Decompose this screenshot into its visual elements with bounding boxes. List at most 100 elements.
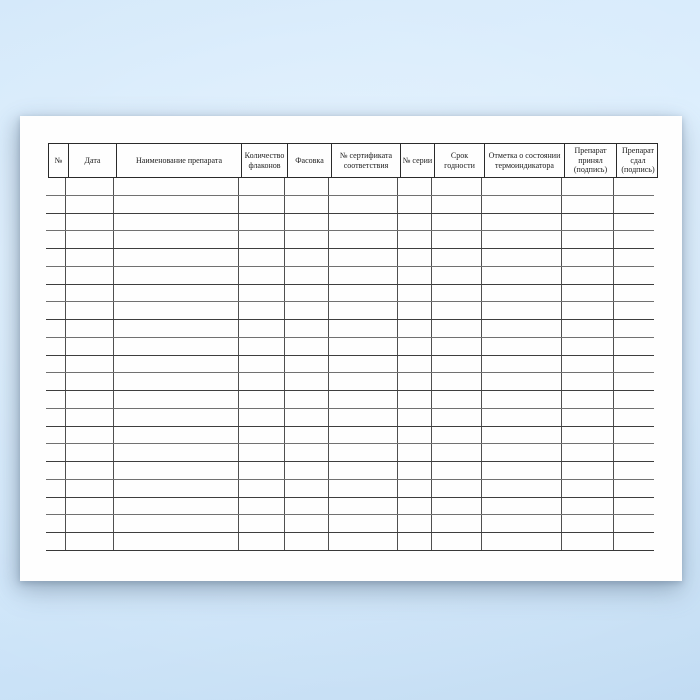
table-cell xyxy=(285,444,329,461)
table-cell xyxy=(329,266,398,284)
table-cell xyxy=(46,462,66,479)
table-cell xyxy=(482,266,562,284)
table-cell xyxy=(239,249,285,266)
table-cell xyxy=(329,249,398,266)
table-cell xyxy=(285,213,329,231)
table-cell xyxy=(329,408,398,426)
table-cell xyxy=(46,195,66,213)
table-cell xyxy=(114,178,239,195)
table-cell xyxy=(398,337,432,355)
table-row xyxy=(46,249,654,267)
table-cell xyxy=(614,444,654,461)
table-cell xyxy=(432,178,482,195)
table-cell xyxy=(398,231,432,248)
table-cell xyxy=(285,408,329,426)
table-cell xyxy=(46,266,66,284)
table-cell xyxy=(285,533,329,550)
table-cell xyxy=(46,373,66,390)
table-row xyxy=(46,302,654,320)
table-cell xyxy=(329,231,398,248)
table-cell xyxy=(46,178,66,195)
table-cell xyxy=(432,266,482,284)
table-cell xyxy=(398,195,432,213)
table-cell xyxy=(285,195,329,213)
table-cell xyxy=(432,213,482,231)
table-cell xyxy=(398,302,432,319)
table-cell xyxy=(562,479,614,497)
table-cell xyxy=(398,178,432,195)
table-cell xyxy=(46,302,66,319)
table-cell xyxy=(398,266,432,284)
table-cell xyxy=(562,497,614,515)
table-cell xyxy=(114,355,239,373)
table-cell xyxy=(239,533,285,550)
table-cell xyxy=(482,213,562,231)
table-cell xyxy=(114,462,239,479)
table-row xyxy=(46,391,654,409)
document-page: № Дата Наименование препарата Количество фл… xyxy=(20,116,682,581)
table-cell xyxy=(66,426,114,444)
table-cell xyxy=(114,231,239,248)
table-cell xyxy=(66,266,114,284)
table-cell xyxy=(614,427,654,444)
table-cell xyxy=(329,373,398,390)
table-cell xyxy=(285,497,329,515)
table-cell xyxy=(46,533,66,550)
table-cell xyxy=(398,373,432,390)
table-cell xyxy=(285,249,329,266)
table-cell xyxy=(46,497,66,515)
table-cell xyxy=(432,231,482,248)
table-cell xyxy=(398,408,432,426)
table-cell xyxy=(46,391,66,408)
table-row xyxy=(46,444,654,462)
table-row xyxy=(46,213,654,232)
table-cell xyxy=(46,444,66,461)
table-cell xyxy=(46,337,66,355)
table-cell xyxy=(66,231,114,248)
table-cell xyxy=(398,249,432,266)
table-cell xyxy=(432,426,482,444)
table-cell xyxy=(432,408,482,426)
table-cell xyxy=(329,391,398,408)
table-row xyxy=(46,373,654,391)
table-cell xyxy=(66,337,114,355)
table-cell xyxy=(614,285,654,302)
table-cell xyxy=(329,479,398,497)
column-header-11: Препарат сдал (подпись) xyxy=(616,144,659,177)
table-cell xyxy=(66,284,114,302)
table-cell xyxy=(285,266,329,284)
table-cell xyxy=(46,284,66,302)
table-row xyxy=(46,479,654,498)
table-cell xyxy=(562,373,614,390)
column-header-6: № сертификата соответствия xyxy=(331,144,400,177)
table-cell xyxy=(329,462,398,479)
table-cell xyxy=(114,213,239,231)
table-cell xyxy=(114,408,239,426)
table-cell xyxy=(66,408,114,426)
table-cell xyxy=(46,320,66,337)
table-cell xyxy=(329,195,398,213)
table-cell xyxy=(239,426,285,444)
table-cell xyxy=(482,320,562,337)
table-cell xyxy=(285,462,329,479)
table-cell xyxy=(46,426,66,444)
table-cell xyxy=(66,373,114,390)
table-row xyxy=(46,515,654,533)
table-cell xyxy=(239,462,285,479)
table-cell xyxy=(562,195,614,213)
table-row xyxy=(46,426,654,445)
table-cell xyxy=(614,338,654,355)
table-cell xyxy=(614,178,654,195)
table-cell xyxy=(432,515,482,532)
table-cell xyxy=(285,391,329,408)
table-cell xyxy=(239,355,285,373)
table-cell xyxy=(114,426,239,444)
table-cell xyxy=(482,373,562,390)
table-cell xyxy=(239,213,285,231)
table-cell xyxy=(614,462,654,479)
table-cell xyxy=(398,444,432,461)
table-cell xyxy=(329,444,398,461)
table-cell xyxy=(562,249,614,266)
table-cell xyxy=(432,497,482,515)
table-cell xyxy=(66,355,114,373)
